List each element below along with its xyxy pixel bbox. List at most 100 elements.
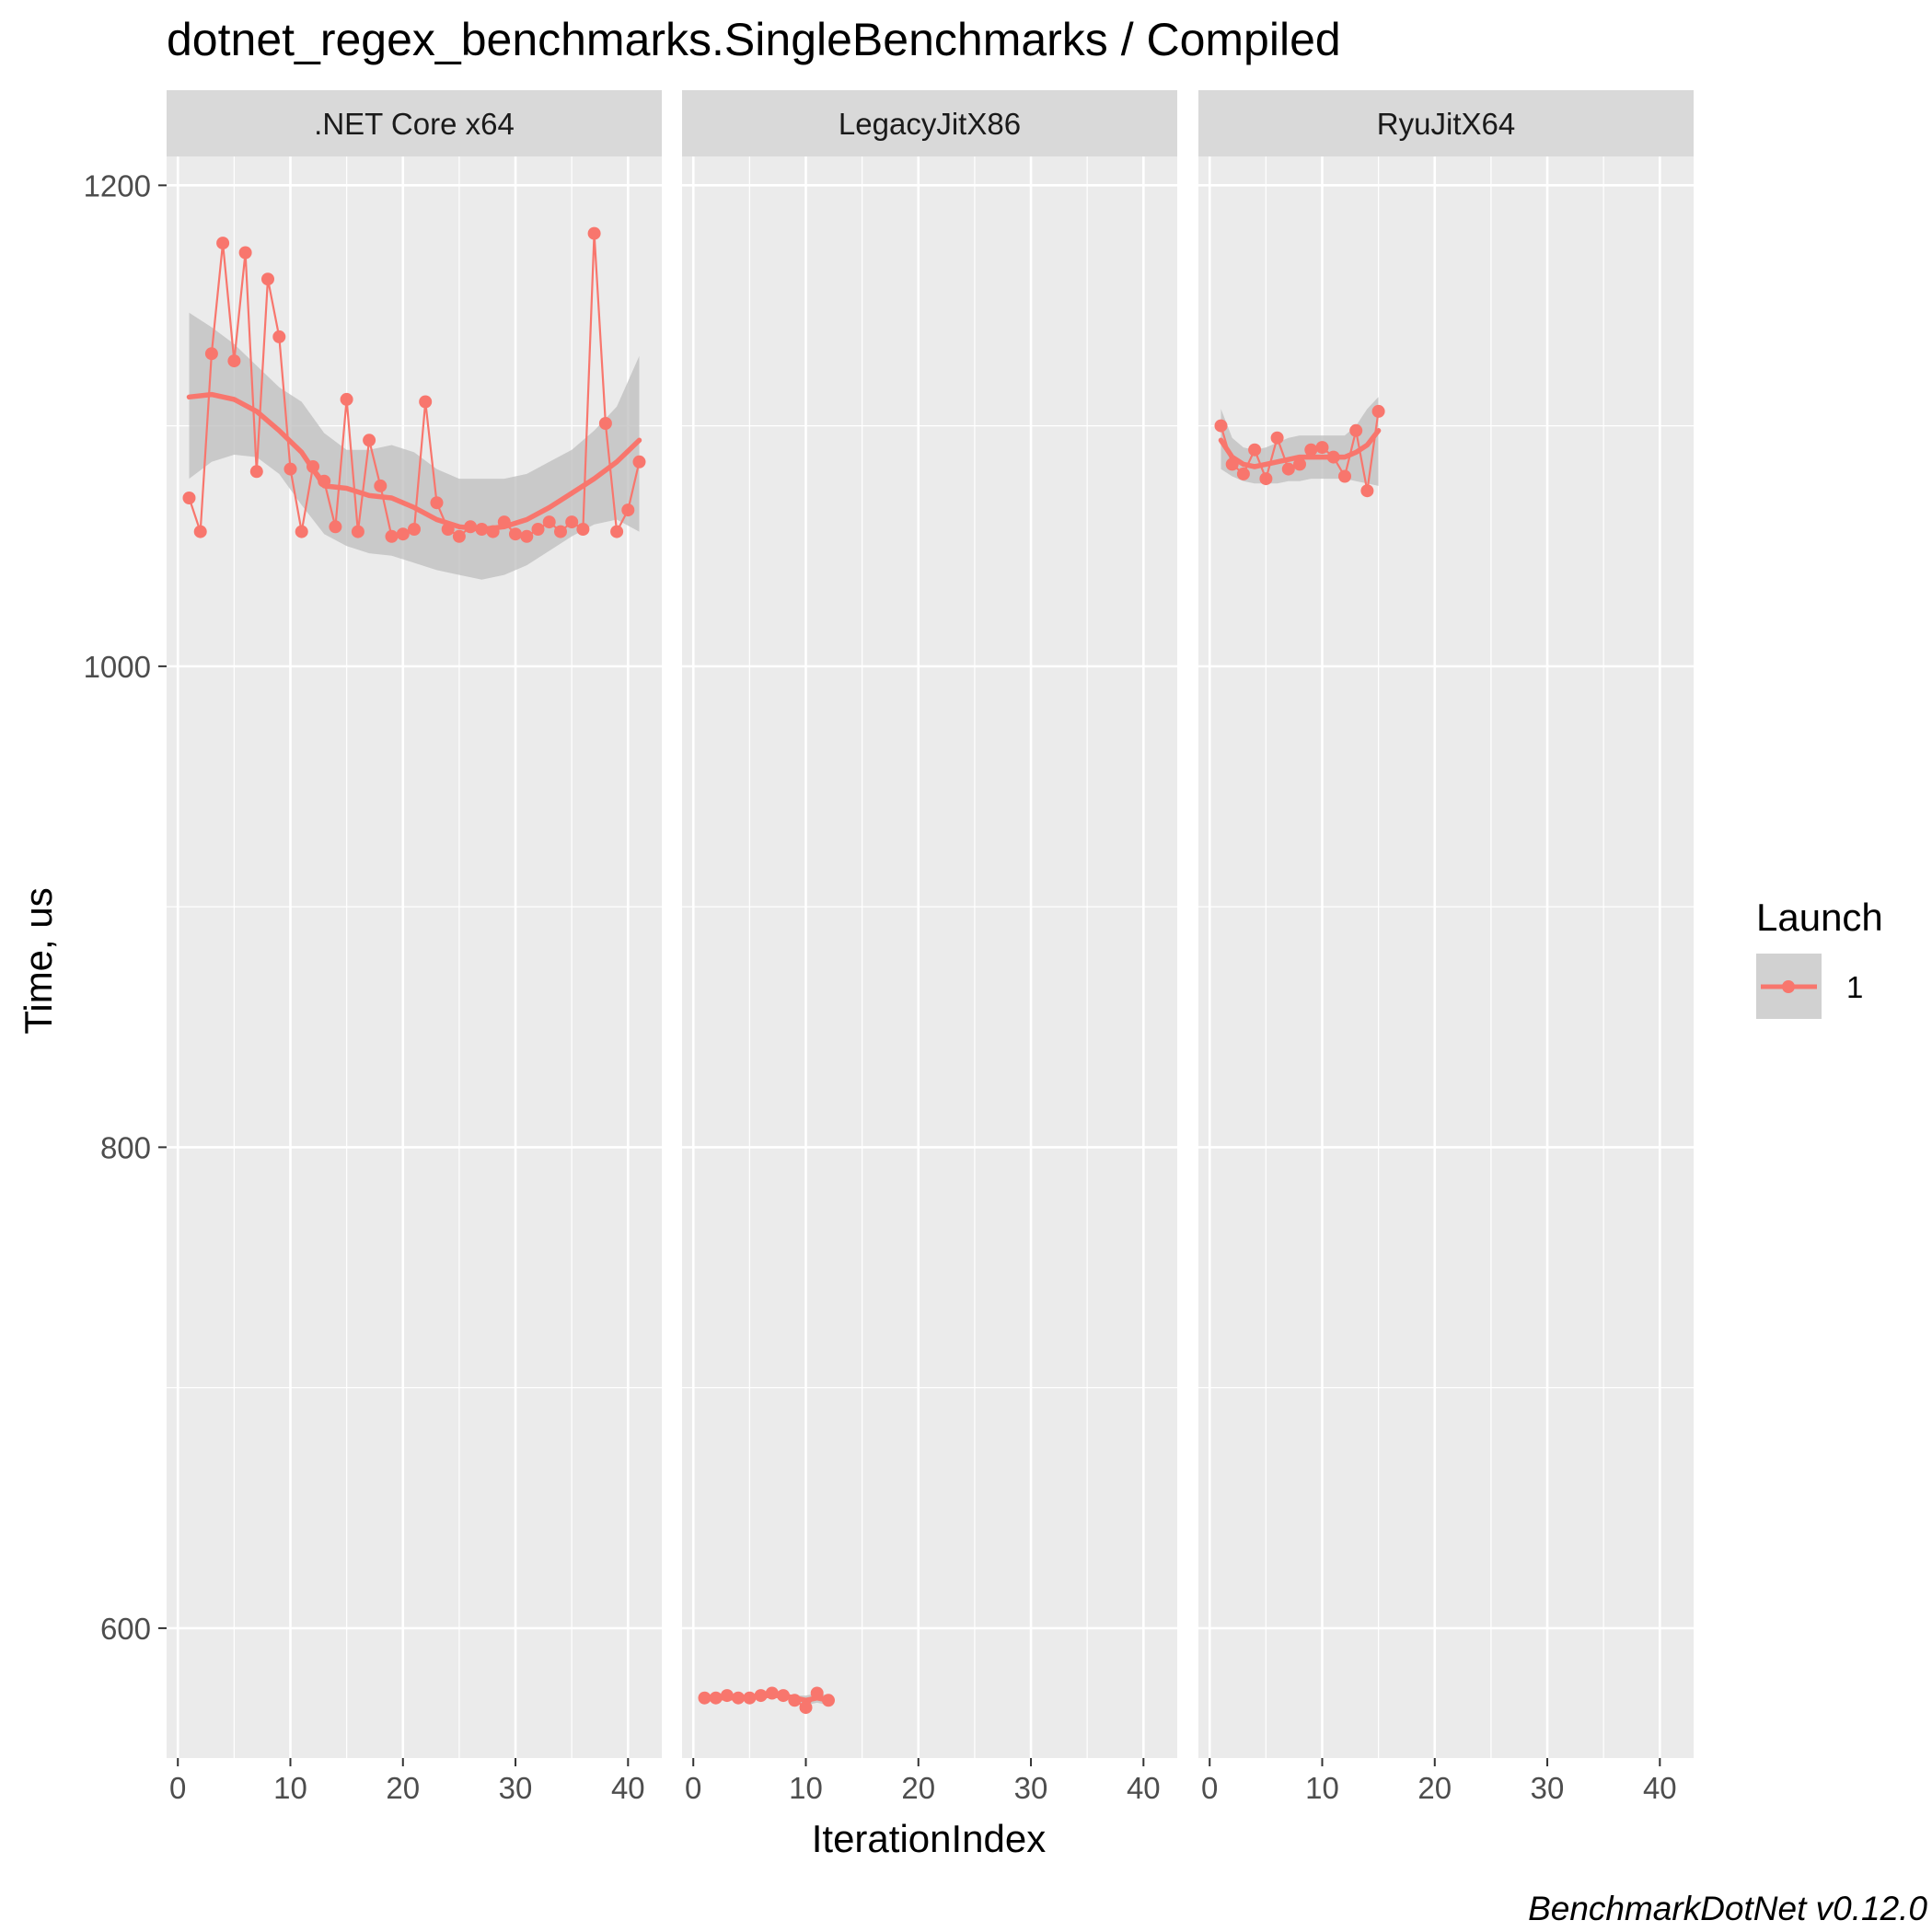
data-point bbox=[1259, 472, 1273, 486]
data-point bbox=[283, 462, 297, 476]
data-point bbox=[1371, 404, 1385, 418]
data-point bbox=[598, 417, 612, 430]
data-point bbox=[249, 465, 263, 479]
data-point bbox=[419, 395, 433, 409]
y-tick-label: 1200 bbox=[84, 168, 151, 202]
x-tick-label: 30 bbox=[1531, 1771, 1565, 1805]
data-point bbox=[385, 529, 399, 543]
data-point bbox=[732, 1691, 746, 1705]
y-tick-label: 800 bbox=[100, 1130, 151, 1164]
x-tick-label: 20 bbox=[901, 1771, 935, 1805]
panel-background bbox=[682, 156, 1177, 1758]
y-axis: 600 800 1000 1200 bbox=[84, 168, 167, 1646]
confidence-ribbon bbox=[189, 312, 640, 580]
legend: Launch 1 bbox=[1756, 896, 1883, 1019]
facet-strip bbox=[167, 90, 662, 156]
data-point bbox=[486, 525, 500, 538]
data-point bbox=[441, 523, 455, 536]
data-point bbox=[1360, 484, 1374, 498]
data-point bbox=[182, 492, 196, 504]
x-tick-label: 30 bbox=[1014, 1771, 1048, 1805]
data-point bbox=[587, 226, 601, 240]
facet-strip bbox=[1198, 90, 1694, 156]
x-tick-label: 0 bbox=[1201, 1771, 1218, 1805]
y-tick-label: 600 bbox=[100, 1612, 151, 1646]
panel-1: LegacyJitX86 0 10 20 30 40 bbox=[682, 90, 1177, 1805]
data-point bbox=[363, 434, 376, 447]
x-tick-label: 0 bbox=[685, 1771, 701, 1805]
data-point bbox=[1293, 457, 1306, 471]
data-point bbox=[1349, 423, 1363, 437]
data-point bbox=[754, 1689, 768, 1703]
data-point bbox=[565, 515, 579, 529]
data-point bbox=[351, 525, 364, 538]
data-point bbox=[554, 525, 567, 538]
data-point bbox=[216, 237, 230, 250]
data-point bbox=[193, 525, 207, 538]
data-point bbox=[777, 1689, 790, 1703]
data-point bbox=[464, 520, 478, 534]
data-point bbox=[1315, 441, 1329, 455]
data-point bbox=[1214, 419, 1228, 433]
data-point bbox=[531, 523, 545, 536]
data-point bbox=[542, 515, 556, 529]
x-tick-label: 10 bbox=[1305, 1771, 1339, 1805]
facet-panels: .NET Core x64 0 10 20 30 40 LegacyJitX86 0 10 20 3… bbox=[167, 90, 1694, 1805]
x-tick-label: 20 bbox=[1417, 1771, 1452, 1805]
data-point bbox=[576, 523, 590, 536]
facet-strip-label: LegacyJitX86 bbox=[839, 107, 1021, 141]
panel-0: .NET Core x64 0 10 20 30 40 bbox=[167, 90, 662, 1805]
data-point bbox=[261, 272, 274, 286]
data-point bbox=[329, 520, 342, 534]
y-tick-label: 1000 bbox=[84, 650, 151, 684]
data-point bbox=[509, 527, 522, 541]
data-point bbox=[698, 1691, 711, 1705]
x-tick-label: 0 bbox=[169, 1771, 186, 1805]
data-point bbox=[1248, 443, 1262, 457]
data-point bbox=[307, 460, 319, 473]
data-point bbox=[720, 1689, 734, 1703]
data-point bbox=[295, 525, 308, 538]
data-point bbox=[396, 527, 410, 541]
data-point bbox=[610, 525, 624, 538]
data-point bbox=[1236, 467, 1250, 480]
panel-2: RyuJitX64 0 10 20 30 40 bbox=[1198, 90, 1694, 1805]
data-point bbox=[520, 529, 534, 543]
data-point bbox=[1326, 450, 1340, 464]
data-point bbox=[227, 354, 241, 368]
data-point bbox=[318, 474, 331, 488]
panel-background bbox=[1198, 156, 1694, 1758]
data-point bbox=[1281, 462, 1295, 476]
data-point bbox=[632, 455, 646, 469]
data-point bbox=[204, 347, 218, 361]
x-tick-label: 10 bbox=[789, 1771, 823, 1805]
x-axis-title: IterationIndex bbox=[812, 1817, 1047, 1860]
x-tick-label: 30 bbox=[499, 1771, 533, 1805]
data-point bbox=[1270, 431, 1284, 445]
legend-entry-1: 1 bbox=[1846, 970, 1863, 1004]
data-point bbox=[408, 523, 421, 536]
chart-title: dotnet_regex_benchmarks.SingleBenchmarks… bbox=[167, 14, 1341, 65]
legend-key-point bbox=[1782, 980, 1795, 993]
x-tick-label: 10 bbox=[273, 1771, 307, 1805]
data-point bbox=[238, 246, 252, 260]
x-tick-label: 20 bbox=[386, 1771, 420, 1805]
data-point bbox=[621, 503, 635, 517]
data-point bbox=[340, 392, 353, 406]
data-point bbox=[1304, 443, 1318, 457]
x-tick-label: 40 bbox=[1127, 1771, 1161, 1805]
data-point bbox=[374, 479, 388, 492]
data-point bbox=[452, 529, 466, 543]
x-tick-label: 40 bbox=[611, 1771, 645, 1805]
y-axis-title: Time, us bbox=[17, 887, 60, 1034]
data-point bbox=[765, 1686, 779, 1700]
data-point bbox=[743, 1691, 757, 1705]
data-point bbox=[497, 515, 511, 529]
data-point bbox=[788, 1694, 802, 1707]
legend-title: Launch bbox=[1756, 896, 1883, 939]
data-point bbox=[709, 1691, 723, 1705]
smooth-line bbox=[186, 391, 642, 532]
smooth-line bbox=[1218, 428, 1382, 469]
data-point bbox=[822, 1694, 835, 1707]
